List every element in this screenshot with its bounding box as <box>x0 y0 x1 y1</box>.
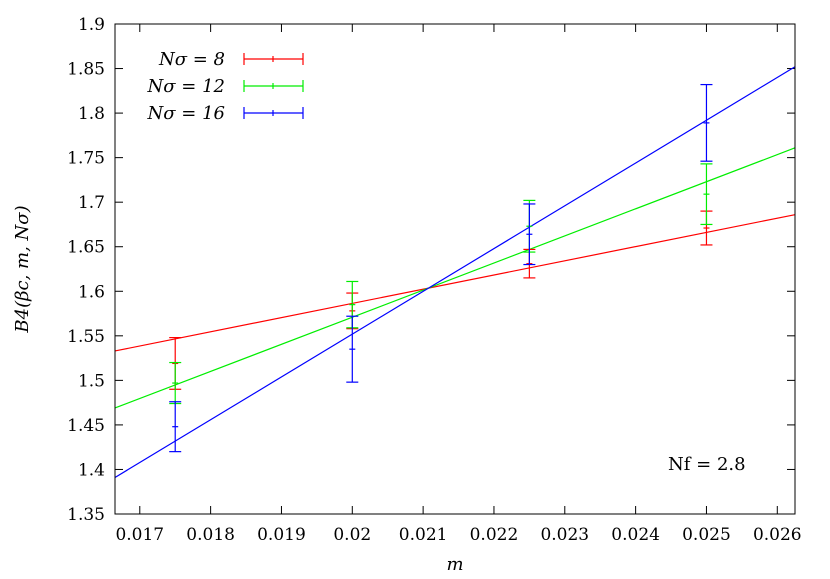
legend-label-0: Nσ = 8 <box>158 49 225 70</box>
y-axis-title: B4(βc, m, Nσ) <box>12 205 33 333</box>
y-tick-label: 1.8 <box>78 104 105 124</box>
y-tick-label: 1.9 <box>78 15 105 35</box>
x-tick-label: 0.019 <box>257 525 306 545</box>
x-tick-label: 0.023 <box>540 525 589 545</box>
data-point <box>700 83 713 162</box>
y-tick-label: 1.6 <box>78 282 105 302</box>
x-tick-label: 0.021 <box>399 525 448 545</box>
plot-frame <box>114 23 796 515</box>
data-point <box>523 203 536 266</box>
data-point <box>169 401 182 453</box>
data-point <box>700 163 713 226</box>
y-tick-label: 1.7 <box>78 193 105 213</box>
y-tick-label: 1.45 <box>67 416 105 436</box>
y-tick-label: 1.4 <box>78 460 105 480</box>
x-tick-label: 0.02 <box>333 525 371 545</box>
legend: Nσ = 8 Nσ = 12 Nσ = 16 <box>147 49 304 124</box>
annotation-nf: Nf = 2.8 <box>668 454 746 475</box>
y-tick-label: 1.35 <box>67 505 105 525</box>
data-point <box>346 315 359 383</box>
fit-lines <box>114 66 796 478</box>
y-tick-label: 1.75 <box>67 149 105 169</box>
fit-line-1 <box>114 147 796 409</box>
y-tick-label: 1.85 <box>67 60 105 80</box>
x-tick-label: 0.025 <box>682 525 731 545</box>
x-tick-label: 0.022 <box>470 525 519 545</box>
y-tick-label: 1.65 <box>67 238 105 258</box>
fit-line-0 <box>114 214 796 352</box>
legend-label-1: Nσ = 12 <box>147 76 225 97</box>
x-tick-label: 0.024 <box>611 525 660 545</box>
x-tick-label: 0.018 <box>186 525 235 545</box>
x-tick-label: 0.026 <box>753 525 802 545</box>
x-tick-label: 0.017 <box>115 525 164 545</box>
data-points <box>169 83 713 453</box>
fit-line-2 <box>114 66 796 478</box>
x-axis-title: m <box>446 554 463 575</box>
y-tick-label: 1.5 <box>78 371 105 391</box>
axis-ticks: 0.017 0.018 0.019 0.02 0.021 0.022 0.023 0.024 0… <box>67 15 801 545</box>
y-tick-label: 1.55 <box>67 327 105 347</box>
legend-label-2: Nσ = 16 <box>147 103 225 124</box>
